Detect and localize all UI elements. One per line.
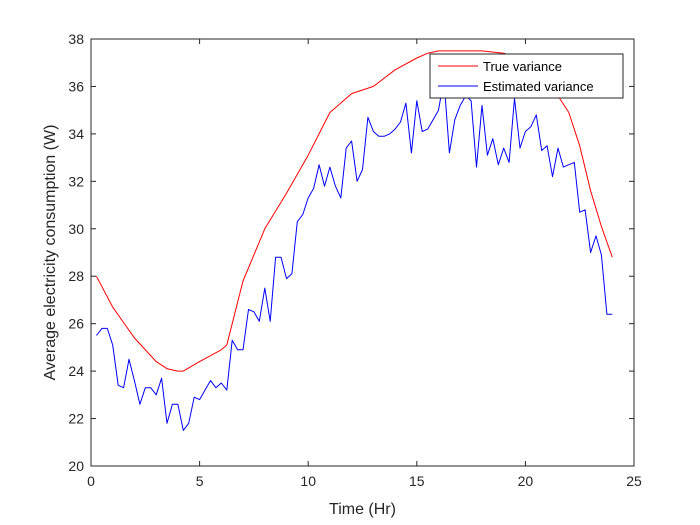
plot-area: [91, 39, 634, 466]
legend-label-true-variance: True variance: [483, 59, 562, 74]
legend: True variance Estimated variance: [429, 53, 624, 99]
y-tick-label: 38: [68, 31, 84, 47]
y-tick-label: 26: [68, 316, 84, 332]
y-tick-label: 30: [68, 221, 84, 237]
y-tick-label: 20: [68, 458, 84, 474]
y-tick-label: 24: [68, 363, 84, 379]
y-tick-label: 36: [68, 78, 84, 94]
x-tick-label: 20: [518, 473, 534, 489]
y-axis: 20 22 24 26 28 30 32 34 36 38: [68, 31, 634, 474]
x-tick-label: 0: [87, 473, 95, 489]
x-axis-title: Time (Hr): [329, 501, 396, 518]
x-tick-label: 10: [300, 473, 316, 489]
y-tick-label: 22: [68, 411, 84, 427]
y-tick-label: 32: [68, 173, 84, 189]
series-line-estimated-variance: [96, 78, 613, 431]
x-tick-label: 15: [409, 473, 425, 489]
legend-box: [429, 53, 624, 99]
y-axis-title: Average electricity consumption (W): [42, 125, 59, 381]
axes-box: [90, 38, 635, 467]
legend-label-estimated-variance: Estimated variance: [483, 79, 594, 94]
x-axis: 0 5 10 15 20 25: [87, 39, 642, 489]
x-tick-label: 5: [196, 473, 204, 489]
x-tick-label: 25: [626, 473, 642, 489]
y-tick-label: 34: [68, 126, 84, 142]
y-tick-label: 28: [68, 268, 84, 284]
